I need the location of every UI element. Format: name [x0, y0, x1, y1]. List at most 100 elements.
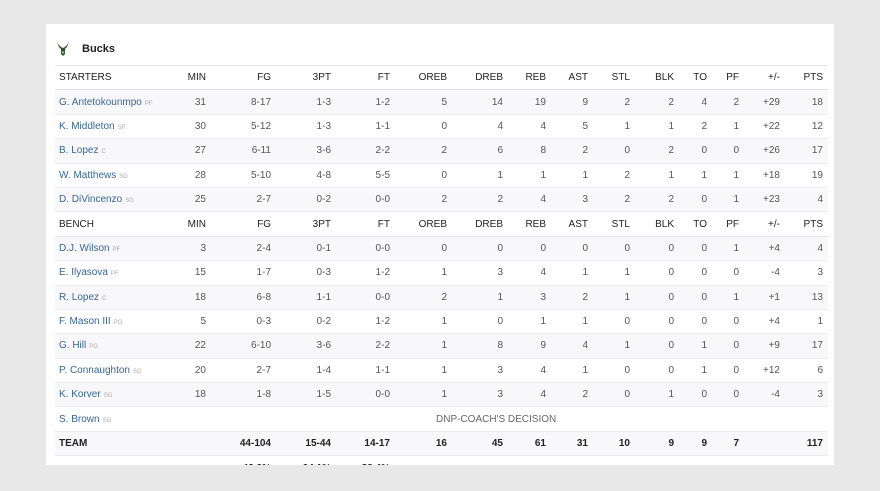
stat-cell: 0: [668, 267, 674, 279]
stat-cell: 1: [441, 316, 447, 328]
stat-cell: 15: [194, 267, 206, 279]
player-link[interactable]: D.J. Wilson: [59, 242, 110, 254]
player-row: K. Middleton SF 30 5-12 1-3 1-1 0 4 4 5 1 1 2 1 +22 12: [55, 114, 828, 139]
column-header[interactable]: FG: [257, 72, 271, 84]
stat-cell: 1: [701, 340, 707, 352]
column-header[interactable]: 3PT: [312, 72, 331, 84]
column-header[interactable]: DREB: [475, 72, 503, 84]
player-link[interactable]: R. Lopez: [59, 291, 100, 303]
stat-cell: 5: [582, 120, 588, 132]
stat-cell: 2: [441, 291, 447, 303]
stat-cell: 27: [194, 145, 206, 157]
percentage-cell: [447, 456, 503, 465]
stat-cell: 1-3: [316, 96, 331, 108]
stat-cell: 0: [668, 340, 674, 352]
column-header[interactable]: 3PT: [312, 218, 331, 230]
player-link[interactable]: G. Antetokounmpo: [59, 96, 142, 108]
stat-cell: 1-2: [375, 96, 390, 108]
totals-label: TEAM: [59, 438, 88, 450]
stat-cell: 0: [733, 316, 739, 328]
stat-cell: 4: [540, 194, 546, 206]
column-header[interactable]: PF: [726, 218, 739, 230]
stat-cell: 3: [817, 389, 823, 401]
column-header[interactable]: REB: [525, 72, 546, 84]
player-row: R. Lopez C 18 6-8 1-1 0-0 2 1 3 2 1 0 0 1 +1 13: [55, 285, 828, 310]
column-header[interactable]: TO: [693, 72, 707, 84]
column-header[interactable]: PF: [726, 72, 739, 84]
column-header[interactable]: MIN: [187, 72, 206, 84]
column-header[interactable]: DREB: [475, 218, 503, 230]
column-header[interactable]: OREB: [418, 72, 447, 84]
stat-cell: 3: [817, 267, 823, 279]
total-cell: [175, 431, 206, 455]
player-link[interactable]: S. Brown: [59, 413, 100, 425]
player-link[interactable]: K. Middleton: [59, 120, 115, 132]
column-header[interactable]: FT: [377, 218, 390, 230]
column-header[interactable]: +/-: [768, 72, 780, 84]
stat-cell: 0-0: [375, 194, 390, 206]
player-link[interactable]: G. Hill: [59, 340, 87, 352]
column-header[interactable]: BLK: [655, 218, 674, 230]
bench-header-row: BENCH MIN FG 3PT FT OREB DREB REB AST STL BLK TO PF +…: [55, 211, 828, 237]
stat-cell: 9: [582, 96, 588, 108]
percentage-cell: [390, 456, 447, 465]
percentage-cell: 82.4%: [331, 456, 390, 465]
player-position: PF: [112, 246, 121, 253]
stat-cell: 6-8: [256, 291, 271, 303]
stat-cell: 0: [497, 316, 503, 328]
column-header[interactable]: +/-: [768, 218, 780, 230]
stat-cell: 2: [497, 194, 503, 206]
stat-cell: 17: [811, 145, 823, 157]
player-position: PG: [89, 344, 98, 351]
stat-cell: 1: [540, 169, 546, 181]
stat-cell: 2-2: [375, 145, 390, 157]
column-header[interactable]: PTS: [803, 72, 823, 84]
column-header[interactable]: REB: [525, 218, 546, 230]
stat-cell: 20: [194, 364, 206, 376]
stat-cell: 1-2: [375, 316, 390, 328]
stat-cell: 0-3: [256, 316, 271, 328]
percentage-cell: [739, 456, 780, 465]
player-link[interactable]: K. Korver: [59, 389, 101, 401]
stat-cell: 1: [582, 267, 588, 279]
player-link[interactable]: P. Connaughton: [59, 364, 130, 376]
stat-cell: 0: [668, 291, 674, 303]
column-header[interactable]: AST: [568, 72, 588, 84]
percentage-cell: [630, 456, 674, 465]
column-header[interactable]: OREB: [418, 218, 447, 230]
player-position: SG: [125, 198, 134, 205]
stat-cell: 6-10: [250, 340, 271, 352]
stat-cell: 22: [194, 340, 206, 352]
stat-cell: 0: [701, 145, 707, 157]
total-cell: 10: [618, 438, 630, 450]
stat-cell: 0: [441, 242, 447, 254]
column-header[interactable]: STL: [611, 218, 630, 230]
player-row: G. Antetokounmpo PF 31 8-17 1-3 1-2 5 14 19 9 2 2 4 2…: [55, 89, 828, 115]
column-header[interactable]: STL: [611, 72, 630, 84]
percentages-row: 42.3%34.1%82.4%: [55, 456, 828, 465]
player-position: PF: [110, 271, 119, 278]
stat-cell: 1: [582, 169, 588, 181]
column-header[interactable]: AST: [568, 218, 588, 230]
stat-cell: 1: [540, 316, 546, 328]
stat-cell: 1-1: [316, 291, 331, 303]
column-header[interactable]: FG: [257, 218, 271, 230]
stat-cell: 2: [668, 96, 674, 108]
player-link[interactable]: D. DiVincenzo: [59, 194, 123, 206]
percentage-cell: [175, 456, 206, 465]
stat-cell: 1: [624, 120, 630, 132]
stat-cell: 1: [668, 120, 674, 132]
stat-cell: 0: [624, 145, 630, 157]
stat-cell: 2-2: [375, 340, 390, 352]
column-header[interactable]: FT: [377, 72, 390, 84]
column-header[interactable]: TO: [693, 218, 707, 230]
player-link[interactable]: E. Ilyasova: [59, 267, 108, 279]
player-link[interactable]: F. Mason III: [59, 316, 111, 328]
player-position: SG: [102, 417, 112, 424]
column-header[interactable]: PTS: [803, 218, 823, 230]
column-header[interactable]: BLK: [655, 72, 674, 84]
player-link[interactable]: W. Matthews: [59, 169, 117, 181]
column-header[interactable]: MIN: [187, 218, 206, 230]
stat-cell: 3: [200, 242, 206, 254]
player-link[interactable]: B. Lopez: [59, 145, 99, 157]
